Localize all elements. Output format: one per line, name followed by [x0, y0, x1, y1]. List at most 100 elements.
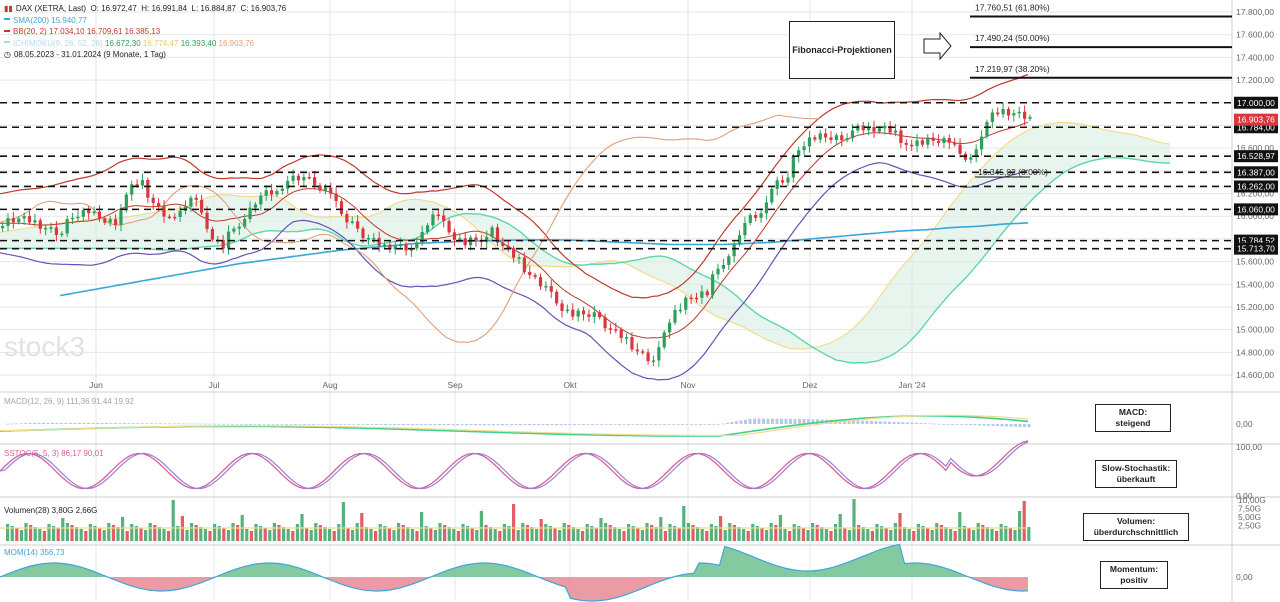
candle-body	[872, 127, 876, 132]
macd-bar	[15, 423, 18, 425]
macd-bar	[442, 424, 446, 426]
candle-body	[97, 211, 102, 219]
macd-bar	[352, 424, 356, 425]
volume-bar	[893, 523, 897, 541]
macd-bar	[460, 424, 464, 426]
legend-ichimoku: ICHIMOKU(9, 26, 52, 26) 16.672,30 16.774…	[4, 38, 286, 50]
volume-bar	[323, 527, 327, 541]
macd-bar	[757, 418, 761, 424]
candle-body	[490, 227, 494, 238]
macd-bar	[474, 424, 477, 426]
candle-body	[646, 352, 650, 362]
candle-body	[689, 297, 693, 300]
macd-bar	[865, 420, 869, 424]
candle-body	[829, 137, 833, 140]
candle-body	[431, 214, 435, 226]
stochastic-axis-bottom: 0,00	[1236, 491, 1253, 501]
macd-bar	[897, 422, 900, 424]
volume-bar	[843, 528, 847, 541]
candle-body	[200, 199, 204, 213]
macd-bar	[114, 423, 117, 424]
macd-bar	[946, 424, 950, 425]
candle-body	[668, 322, 672, 333]
volume-bar	[525, 525, 529, 541]
macd-bar	[451, 424, 455, 426]
volume-bar	[645, 523, 649, 541]
macd-bar	[735, 421, 738, 424]
volume-bar	[926, 528, 930, 541]
macd-bar	[685, 424, 689, 425]
candle-body	[38, 220, 42, 229]
price-tick-label: 17.800,00	[1236, 7, 1274, 17]
volume-bar	[282, 527, 286, 541]
volume-bar	[502, 524, 506, 541]
candle-body	[420, 231, 424, 243]
macd-bar	[771, 418, 774, 424]
volume-bar	[985, 527, 989, 541]
volume-bar	[475, 530, 479, 541]
candle-body	[571, 309, 575, 317]
volume-bar	[857, 525, 861, 541]
macd-bar	[478, 424, 482, 426]
candle-body	[157, 203, 161, 207]
macd-bar	[123, 423, 126, 424]
macd-bar	[1018, 424, 1022, 427]
volume-bar	[38, 529, 42, 541]
macd-bar	[519, 424, 522, 426]
volume-bar	[52, 526, 56, 541]
macd-histogram	[6, 418, 1031, 428]
price-tick-label: 16.600,00	[1236, 143, 1274, 153]
price-tick-label: 15.400,00	[1236, 279, 1274, 289]
macd-bar	[172, 423, 176, 425]
macd-bar	[100, 422, 104, 424]
volume-bar	[130, 524, 134, 541]
level-tag-label: 16.528,97	[1237, 151, 1275, 161]
macd-bar	[195, 423, 198, 425]
macd-bar	[586, 424, 590, 425]
volume-bar	[222, 528, 226, 541]
ichimoku-chikou	[0, 114, 820, 343]
macd-bar	[910, 422, 914, 424]
candle-body	[845, 138, 849, 141]
candle-body	[813, 137, 817, 140]
macd-bar	[991, 424, 995, 427]
macd-bar	[762, 418, 765, 424]
macd-bar	[235, 423, 239, 425]
candle-body	[974, 149, 978, 158]
volume-bar	[79, 529, 83, 541]
macd-bar	[1023, 424, 1026, 428]
volume-bar	[452, 529, 456, 541]
macd-bar	[78, 422, 81, 424]
macd-bar	[145, 423, 149, 425]
candle-body	[979, 136, 984, 150]
volume-bar	[328, 529, 332, 541]
candle-body	[442, 215, 446, 221]
candle-body	[113, 219, 118, 225]
volume-bar	[889, 530, 893, 541]
candle-body	[780, 180, 785, 183]
volume-bar	[93, 526, 97, 541]
candle-body	[189, 197, 193, 207]
volume-bar	[341, 502, 345, 541]
volume-bar	[912, 531, 916, 541]
candle-body	[705, 291, 709, 296]
candle-body	[565, 309, 570, 312]
fibonacci-label: 17.219,97 (38.20%)	[975, 64, 1050, 74]
macd-bar	[181, 423, 185, 425]
volume-bar	[640, 530, 644, 541]
macd-bar	[667, 424, 671, 425]
macd-bar	[361, 424, 365, 425]
macd-bar	[739, 420, 743, 424]
volume-bar	[898, 513, 902, 541]
volume-bar	[590, 526, 594, 541]
candle-body	[856, 125, 860, 131]
stochastic-note: Slow-Stochastik: überkauft	[1095, 460, 1177, 488]
candle-body	[436, 214, 440, 217]
macd-bar	[312, 424, 315, 425]
volume-bar	[84, 531, 88, 541]
macd-bar	[258, 424, 261, 425]
volume-bar	[723, 530, 727, 541]
volume-bar	[682, 506, 686, 541]
volume-bar	[530, 527, 534, 541]
legend-bb: BB(20, 2) 17.034,10 16.709,61 16.385,13	[4, 26, 286, 38]
